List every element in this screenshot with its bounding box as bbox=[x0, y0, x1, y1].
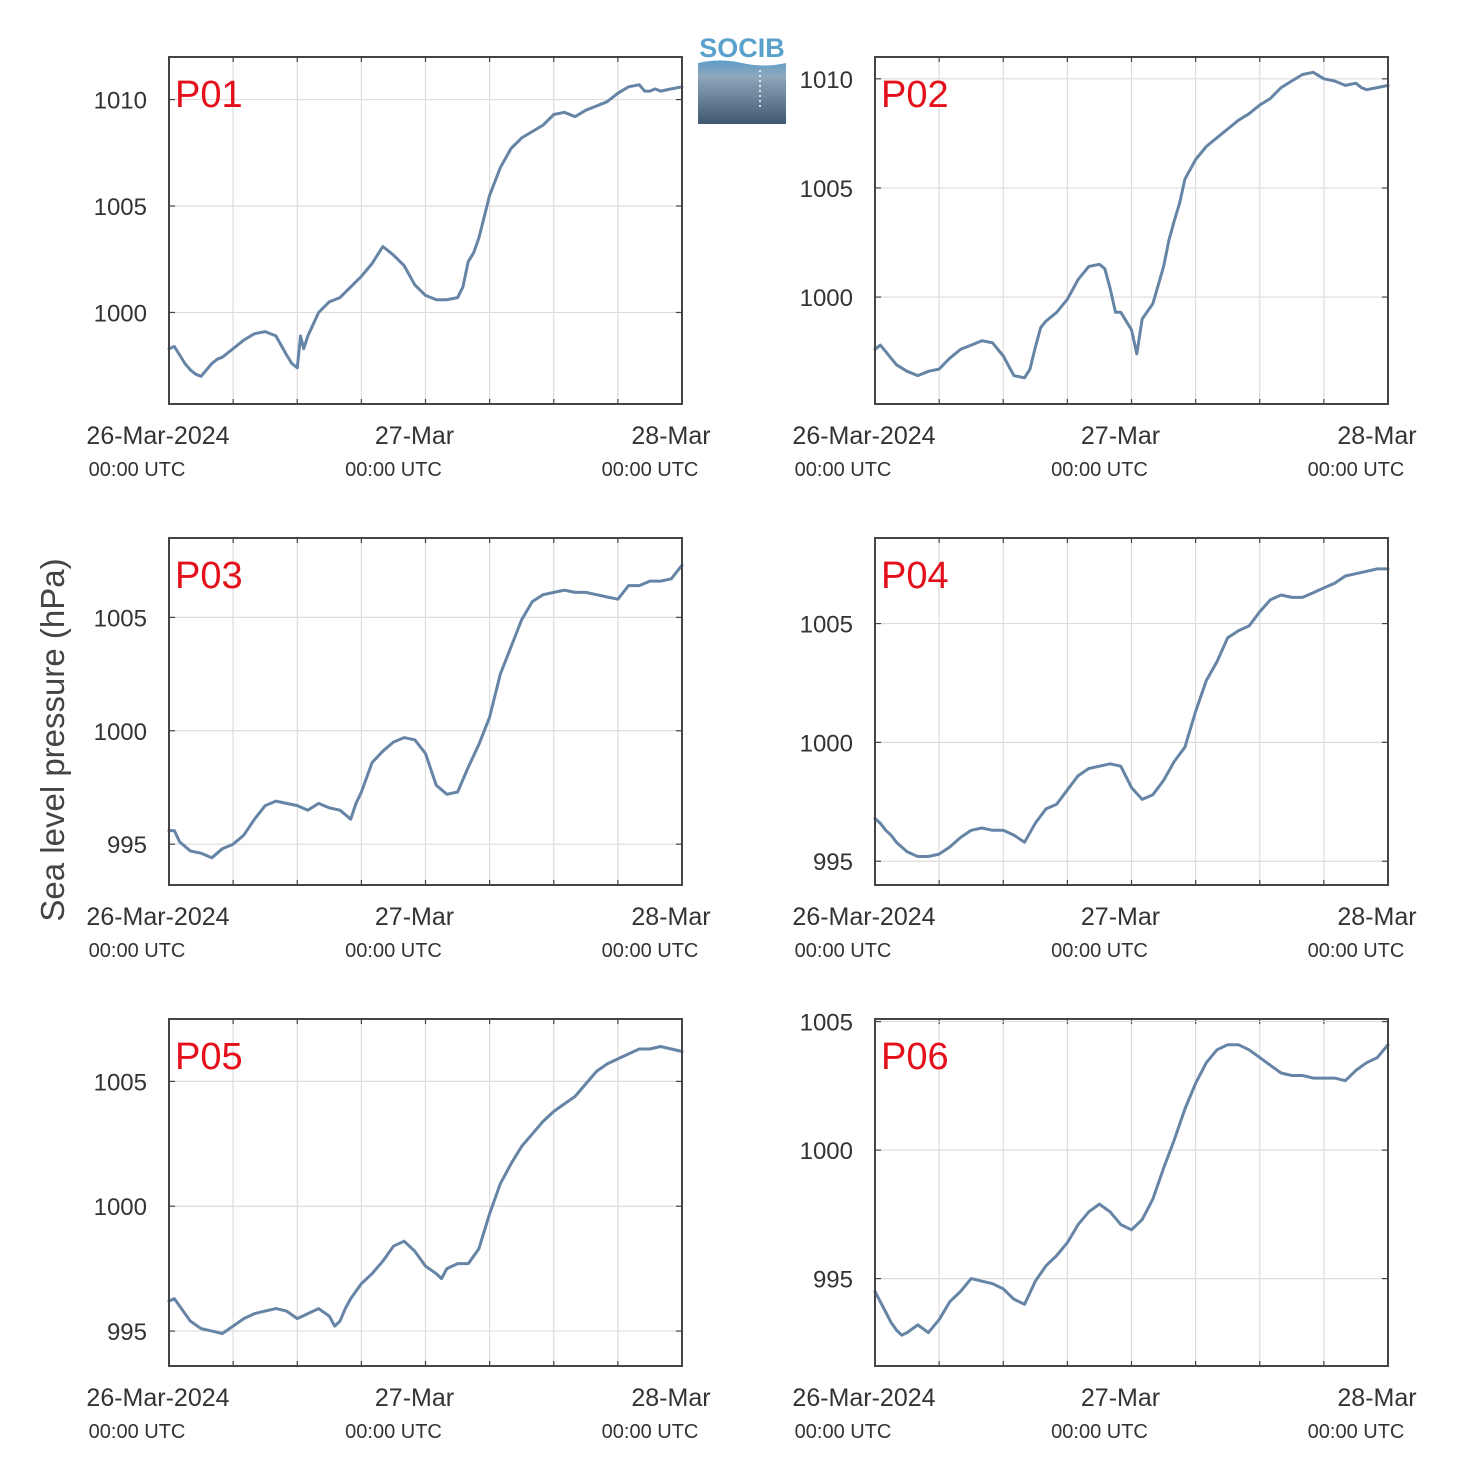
y-tick-label: 1000 bbox=[800, 1138, 853, 1165]
x-tick-date-label: 28-Mar bbox=[631, 422, 710, 450]
y-tick-label: 1000 bbox=[94, 1194, 147, 1221]
y-axis-label: Sea level pressure (hPa) bbox=[34, 558, 71, 921]
x-tick-date-label: 27-Mar bbox=[375, 1384, 454, 1412]
y-tick-label: 995 bbox=[813, 1267, 853, 1294]
x-tick-time-label: 00:00 UTC bbox=[345, 1421, 442, 1443]
x-tick-time-label: 00:00 UTC bbox=[89, 1421, 186, 1443]
panel-p02: 1000 1005 1010 P02 26-Mar-2024 00:00 UTC 27-Ma… bbox=[792, 56, 1417, 481]
x-tick-time-label: 00:00 UTC bbox=[1308, 940, 1405, 962]
x-tick-date-label: 26-Mar-2024 bbox=[792, 903, 935, 931]
series-line-p01 bbox=[167, 83, 684, 378]
axes-frame bbox=[168, 56, 683, 405]
x-tick-date-label: 27-Mar bbox=[1081, 422, 1160, 450]
x-tick-date-label: 28-Mar bbox=[1337, 422, 1416, 450]
x-tick-date-label: 26-Mar-2024 bbox=[86, 1384, 229, 1412]
x-tick-date-label: 28-Mar bbox=[1337, 903, 1416, 931]
y-tick-label: 1000 bbox=[94, 719, 147, 746]
series-line-p03 bbox=[167, 563, 684, 860]
y-tick-label: 1005 bbox=[94, 1069, 147, 1096]
axes-frame bbox=[874, 56, 1389, 405]
x-tick-date-label: 26-Mar-2024 bbox=[86, 422, 229, 450]
series-line-p04 bbox=[873, 567, 1390, 858]
x-tick-date-label: 26-Mar-2024 bbox=[792, 1384, 935, 1412]
y-tick-label: 1005 bbox=[94, 194, 147, 221]
panel-p06: 995 1000 1005 P06 26-Mar-2024 00:00 UTC 27-Mar… bbox=[792, 1010, 1416, 1443]
series-line-p05 bbox=[167, 1045, 684, 1335]
x-tick-time-label: 00:00 UTC bbox=[602, 940, 699, 962]
x-tick-time-label: 00:00 UTC bbox=[345, 940, 442, 962]
socib-logo: SOCIB bbox=[698, 33, 786, 124]
x-tick-time-label: 00:00 UTC bbox=[795, 940, 892, 962]
x-tick-date-label: 27-Mar bbox=[1081, 903, 1160, 931]
x-tick-time-label: 00:00 UTC bbox=[1308, 1421, 1405, 1443]
x-tick-date-label: 28-Mar bbox=[631, 903, 710, 931]
x-tick-time-label: 00:00 UTC bbox=[795, 1421, 892, 1443]
x-tick-date-label: 26-Mar-2024 bbox=[86, 903, 229, 931]
x-tick-time-label: 00:00 UTC bbox=[89, 940, 186, 962]
y-tick-label: 995 bbox=[107, 832, 147, 859]
x-tick-time-label: 00:00 UTC bbox=[795, 459, 892, 481]
panel-label: P01 bbox=[175, 74, 243, 116]
panel-label: P06 bbox=[881, 1036, 949, 1078]
x-tick-time-label: 00:00 UTC bbox=[1051, 459, 1148, 481]
panel-p05: 995 1000 1005 P05 26-Mar-2024 00:00 UTC 27-Mar… bbox=[86, 1018, 711, 1443]
y-tick-label: 1000 bbox=[800, 730, 853, 757]
x-tick-date-label: 27-Mar bbox=[375, 422, 454, 450]
x-tick-time-label: 00:00 UTC bbox=[1051, 1421, 1148, 1443]
x-tick-time-label: 00:00 UTC bbox=[345, 459, 442, 481]
y-tick-label: 1010 bbox=[94, 88, 147, 115]
x-tick-date-label: 28-Mar bbox=[631, 1384, 710, 1412]
x-tick-time-label: 00:00 UTC bbox=[602, 1421, 699, 1443]
x-tick-date-label: 26-Mar-2024 bbox=[792, 422, 935, 450]
y-tick-label: 1000 bbox=[94, 300, 147, 327]
x-tick-time-label: 00:00 UTC bbox=[1051, 940, 1148, 962]
y-tick-label: 995 bbox=[813, 849, 853, 876]
axes-frame bbox=[874, 1018, 1389, 1367]
x-tick-time-label: 00:00 UTC bbox=[89, 459, 186, 481]
x-tick-date-label: 28-Mar bbox=[1337, 1384, 1416, 1412]
panel-label: P04 bbox=[881, 555, 949, 597]
panel-label: P02 bbox=[881, 74, 949, 116]
y-tick-label: 995 bbox=[107, 1319, 147, 1346]
x-tick-date-label: 27-Mar bbox=[375, 903, 454, 931]
x-tick-date-label: 27-Mar bbox=[1081, 1384, 1160, 1412]
y-tick-label: 1005 bbox=[800, 176, 853, 203]
y-tick-label: 1010 bbox=[800, 67, 853, 94]
series-line-p02 bbox=[873, 70, 1390, 380]
y-tick-label: 1005 bbox=[94, 605, 147, 632]
panel-label: P03 bbox=[175, 555, 243, 597]
y-tick-label: 1000 bbox=[800, 285, 853, 312]
series-line-p06 bbox=[873, 1043, 1390, 1337]
x-tick-time-label: 00:00 UTC bbox=[1308, 459, 1405, 481]
y-tick-label: 1005 bbox=[800, 612, 853, 639]
axes-frame bbox=[874, 537, 1389, 886]
panel-p04: 995 1000 1005 P04 26-Mar-2024 00:00 UTC 27-Mar… bbox=[792, 537, 1417, 962]
panel-p01: 1000 1005 1010 P01 26-Mar-2024 00:00 UTC 27-Ma… bbox=[86, 56, 711, 481]
panels: 1000 1005 1010 P01 26-Mar-2024 00:00 UTC 27-Ma… bbox=[86, 56, 1417, 1443]
axes-frame bbox=[168, 1018, 683, 1367]
x-tick-time-label: 00:00 UTC bbox=[602, 459, 699, 481]
axes-frame bbox=[168, 537, 683, 886]
logo-text: SOCIB bbox=[699, 33, 785, 63]
panel-p03: 995 1000 1005 P03 26-Mar-2024 00:00 UTC 27-Mar… bbox=[86, 537, 711, 962]
panel-label: P05 bbox=[175, 1036, 243, 1078]
y-tick-label: 1005 bbox=[800, 1010, 853, 1037]
